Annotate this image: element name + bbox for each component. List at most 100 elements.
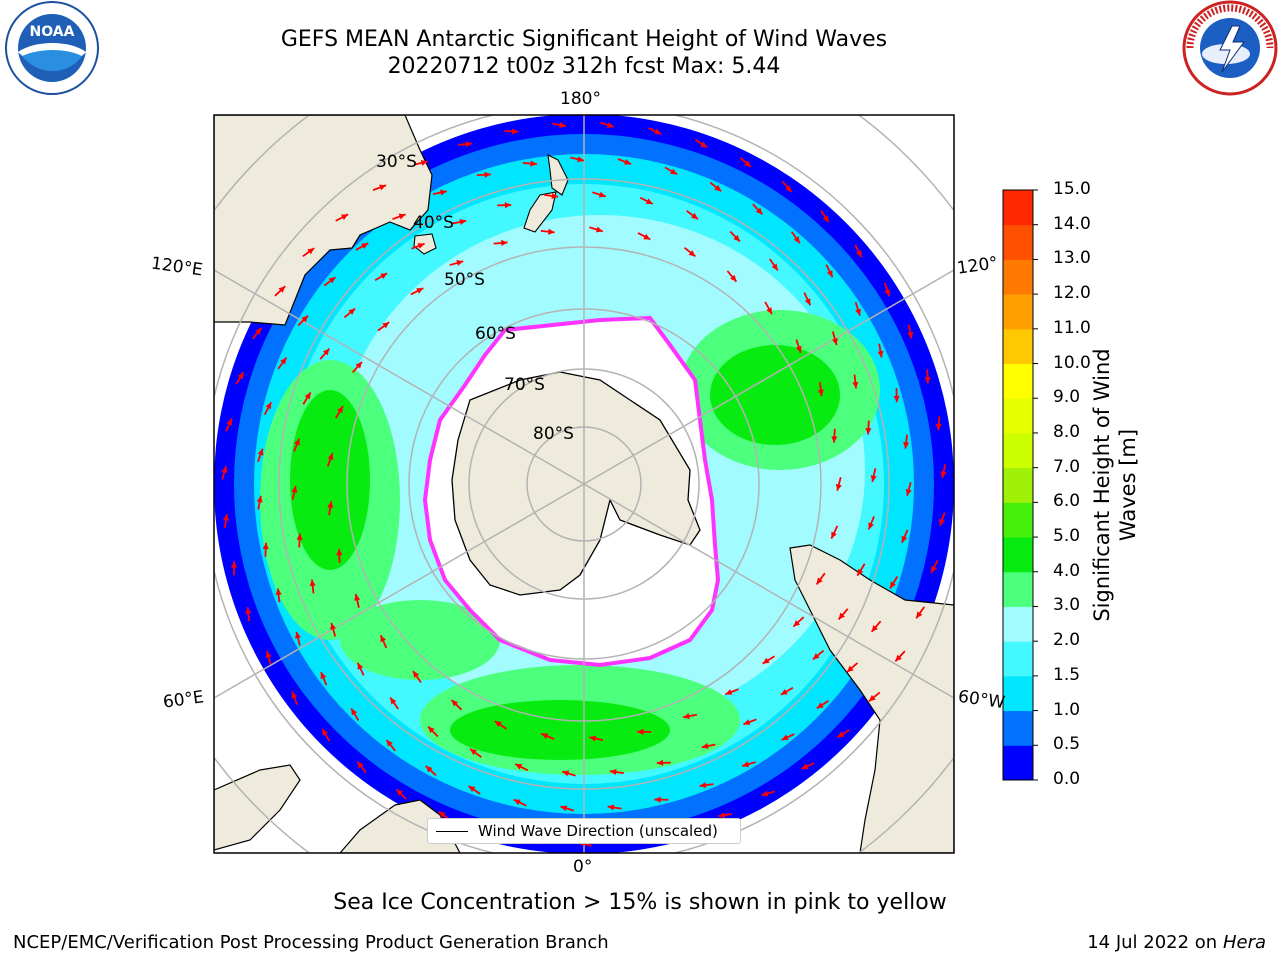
wave-direction-arrowhead bbox=[438, 811, 446, 818]
colorbar bbox=[1002, 189, 1038, 781]
wave-direction-arrowhead bbox=[245, 607, 252, 614]
colorbar-tick-label: 0.0 bbox=[1053, 769, 1081, 789]
wave-direction-arrowhead bbox=[831, 338, 838, 345]
wave-direction-arrowhead bbox=[691, 212, 698, 220]
wave-direction-arrowhead bbox=[589, 735, 597, 742]
colorbar-swatch bbox=[1003, 467, 1033, 503]
colorbar-swatch bbox=[1003, 190, 1033, 226]
legend-label: Wind Wave Direction (unscaled) bbox=[478, 822, 718, 840]
wave-direction-arrowhead bbox=[309, 579, 316, 587]
wave-direction-arrowhead bbox=[560, 805, 568, 812]
colorbar-swatch bbox=[1003, 328, 1033, 365]
wave-direction-arrowhead bbox=[341, 214, 349, 220]
wave-direction-arrowhead bbox=[322, 728, 329, 736]
wave-direction-arrowhead bbox=[884, 289, 891, 297]
wave-direction-arrowhead bbox=[420, 159, 428, 166]
wave-direction-arrowhead bbox=[766, 307, 772, 315]
colorbar-swatch bbox=[1003, 363, 1033, 399]
wave-direction-arrowhead bbox=[700, 141, 708, 148]
footer-on: on bbox=[1194, 932, 1218, 953]
wave-direction-arrowhead bbox=[465, 141, 473, 148]
colorbar-swatch bbox=[1003, 294, 1033, 330]
chart-title: GEFS MEAN Antarctic Significant Height o… bbox=[280, 27, 888, 52]
wave-direction-arrowhead bbox=[320, 672, 327, 680]
wave-direction-arrowhead bbox=[895, 654, 902, 662]
wave-direction-arrowhead bbox=[903, 442, 910, 449]
wave-direction-arrowhead bbox=[262, 542, 269, 550]
wave-direction-arrowhead bbox=[940, 471, 947, 478]
wave-direction-arrowhead bbox=[781, 734, 789, 741]
wave-direction-arrowhead bbox=[817, 389, 824, 397]
colorbar-tick-label: 1.0 bbox=[1053, 699, 1081, 720]
wave-direction-arrowhead bbox=[398, 213, 406, 220]
wave-direction-arrowhead bbox=[846, 665, 854, 673]
wave-direction-arrowhead bbox=[470, 748, 477, 756]
wave-direction-arrowhead bbox=[730, 274, 737, 282]
lat-label-60s: 60°S bbox=[475, 324, 516, 344]
wave-direction-arrowhead bbox=[812, 653, 820, 660]
wave-direction-arrowhead bbox=[804, 298, 811, 306]
wave-direction-arrowhead bbox=[761, 790, 769, 797]
wave-direction-arrowhead bbox=[291, 691, 298, 699]
wave-direction-arrowhead bbox=[654, 796, 661, 803]
colorbar-tick-label: 9.0 bbox=[1053, 387, 1081, 408]
colorbar-tick-label: 14.0 bbox=[1053, 213, 1091, 234]
wave-direction-arrowhead bbox=[795, 345, 802, 353]
wave-direction-arrowhead bbox=[275, 588, 282, 595]
lon-label-0: 0° bbox=[573, 857, 593, 877]
wave-direction-arrowhead bbox=[256, 495, 263, 503]
wave-direction-arrowhead bbox=[868, 522, 874, 530]
wave-direction-arrowhead bbox=[838, 612, 846, 620]
wave-direction-arrowhead bbox=[468, 786, 476, 793]
wave-direction-arrowhead bbox=[459, 219, 467, 225]
wave-direction-arrowhead bbox=[307, 248, 315, 255]
wave-direction-arrowhead bbox=[743, 719, 751, 725]
colorbar-tick-label: 3.0 bbox=[1053, 595, 1081, 616]
wave-direction-arrowhead bbox=[265, 402, 272, 410]
wave-direction-arrowhead bbox=[637, 728, 644, 735]
wave-direction-arrowhead bbox=[577, 156, 584, 163]
sea-ice-note: Sea Ice Concentration > 15% is shown in … bbox=[333, 890, 947, 915]
wave-direction-arrowhead bbox=[609, 769, 617, 776]
wave-direction-arrowhead bbox=[901, 535, 908, 543]
colorbar-tick-label: 5.0 bbox=[1053, 526, 1081, 547]
wave-direction-arrowhead bbox=[785, 185, 792, 192]
wave-direction-arrowhead bbox=[742, 761, 750, 768]
wave-direction-arrowhead bbox=[816, 577, 823, 585]
wave-direction-arrowhead bbox=[390, 697, 397, 705]
wave-direction-arrowhead bbox=[222, 513, 230, 521]
wave-direction-arrowhead bbox=[379, 184, 387, 191]
wave-direction-arrowhead bbox=[221, 466, 228, 473]
wave-direction-arrowhead bbox=[935, 423, 942, 431]
wave-direction-arrowhead bbox=[871, 625, 878, 632]
map-legend: Wind Wave Direction (unscaled) bbox=[427, 818, 741, 844]
wave-direction-arrowhead bbox=[699, 782, 707, 789]
wave-direction-arrowhead bbox=[386, 739, 393, 747]
nws-logo bbox=[1182, 0, 1278, 96]
wave-direction-arrowhead bbox=[255, 327, 262, 335]
colorbar-swatch bbox=[1003, 432, 1033, 469]
wave-direction-arrowhead bbox=[301, 315, 308, 323]
tasmania bbox=[413, 233, 437, 255]
wave-direction-arrowhead bbox=[725, 689, 733, 695]
wave-direction-arrowhead bbox=[762, 657, 770, 664]
wave-direction-arrowhead bbox=[890, 581, 896, 589]
wave-direction-arrowhead bbox=[548, 228, 555, 235]
colorbar-tick-label: 1.5 bbox=[1053, 664, 1081, 685]
wave-direction-arrowhead bbox=[304, 392, 311, 400]
colorbar-swatch bbox=[1003, 675, 1033, 712]
wave-direction-arrowhead bbox=[868, 694, 876, 702]
wave-direction-arrowhead bbox=[755, 207, 763, 215]
wave-direction-arrowhead bbox=[439, 189, 447, 196]
colorbar-tick-label: 13.0 bbox=[1053, 248, 1091, 269]
wave-direction-arrowhead bbox=[504, 202, 512, 209]
wave-direction-arrowhead bbox=[484, 171, 491, 178]
footer-branch: NCEP/EMC/Verification Post Processing Pr… bbox=[13, 932, 609, 953]
wave-direction-arrowhead bbox=[780, 688, 788, 695]
wave-direction-arrowhead bbox=[226, 418, 232, 426]
colorbar-frame bbox=[1002, 189, 1034, 781]
wave-direction-arrowhead bbox=[296, 533, 303, 540]
wave-direction-arrowhead bbox=[501, 239, 508, 247]
colorbar-swatch bbox=[1003, 224, 1033, 260]
